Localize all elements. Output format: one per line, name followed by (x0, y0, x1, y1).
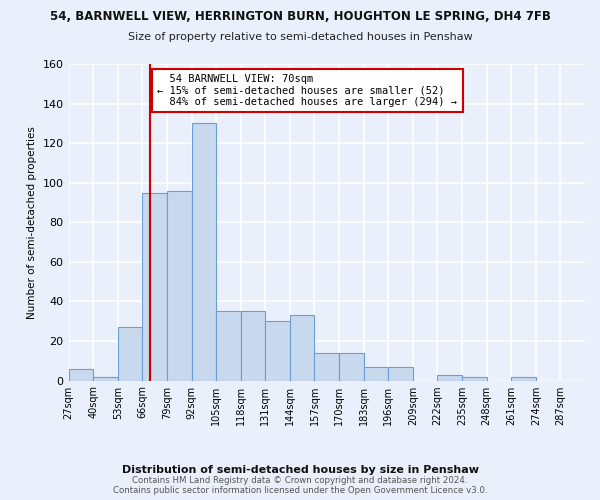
Bar (511, 376, 536, 380)
Bar (462, 376, 487, 380)
Bar (265, 322, 290, 380)
Bar (68, 369, 93, 380)
Bar (388, 367, 413, 380)
Y-axis label: Number of semi-detached properties: Number of semi-detached properties (27, 126, 37, 319)
Bar (364, 367, 388, 380)
Bar (290, 316, 314, 380)
Text: Contains HM Land Registry data © Crown copyright and database right 2024.
Contai: Contains HM Land Registry data © Crown c… (113, 476, 487, 495)
Text: Distribution of semi-detached houses by size in Penshaw: Distribution of semi-detached houses by … (121, 465, 479, 475)
Bar (93, 376, 118, 380)
Bar (339, 353, 364, 380)
Bar (437, 374, 462, 380)
Text: Size of property relative to semi-detached houses in Penshaw: Size of property relative to semi-detach… (128, 32, 472, 42)
Text: 54, BARNWELL VIEW, HERRINGTON BURN, HOUGHTON LE SPRING, DH4 7FB: 54, BARNWELL VIEW, HERRINGTON BURN, HOUG… (50, 10, 550, 23)
Bar (142, 192, 167, 380)
Bar (314, 353, 339, 380)
Bar (241, 312, 265, 380)
Bar (167, 190, 191, 380)
Text: 54 BARNWELL VIEW: 70sqm
← 15% of semi-detached houses are smaller (52)
  84% of : 54 BARNWELL VIEW: 70sqm ← 15% of semi-de… (157, 74, 457, 107)
Bar (216, 312, 241, 380)
Bar (118, 327, 142, 380)
Bar (191, 124, 216, 380)
